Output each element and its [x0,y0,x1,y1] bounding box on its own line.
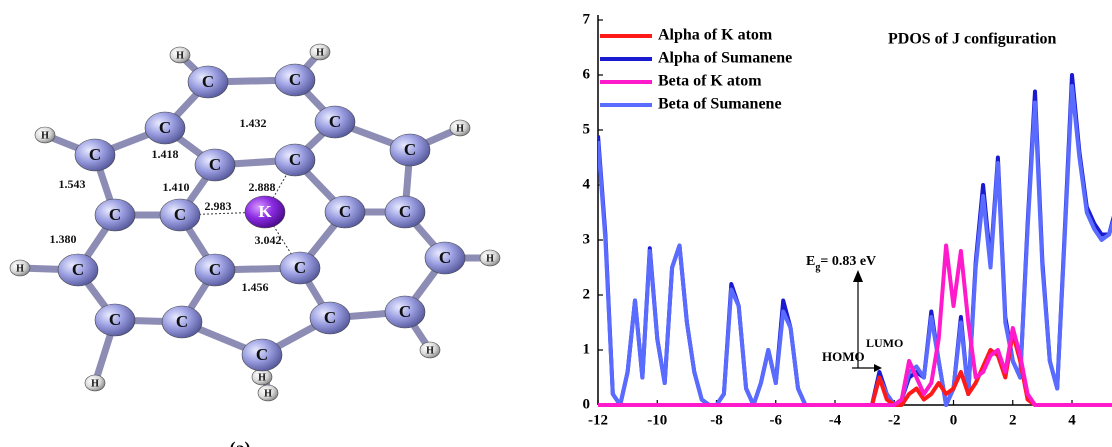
y-tick-label: 6 [583,66,591,82]
y-tick-label: 4 [583,176,591,192]
legend-label: Alpha of Sumanene [658,50,792,67]
gap-label: Eg= 0.83 eV [806,254,876,273]
atom-label: H [41,130,49,141]
y-tick-label: 7 [583,11,591,27]
x-tick-label: -6 [770,412,783,428]
bond-length: 1.380 [50,232,77,246]
atom-label: C [109,310,121,329]
atom-label: C [202,72,214,91]
atom-label: C [89,145,101,164]
pdos-line [598,334,1112,406]
atom-label: H [316,47,324,58]
gap-arrowhead [853,270,863,282]
bond-length: 1.432 [240,116,267,130]
x-tick-label: -2 [888,412,901,428]
bond-length: 1.543 [59,177,86,191]
y-tick-label: 5 [583,121,591,137]
pdos-line [598,246,1112,406]
legend-label: Beta of K atom [658,73,762,90]
x-tick-label: 0 [950,412,958,428]
legend-label: Beta of Sumanene [658,96,782,113]
atom-label: C [404,140,416,159]
x-tick-label: 2 [1009,412,1017,428]
x-tick-label: -4 [829,412,842,428]
y-tick-label: 1 [583,341,591,357]
x-tick-label: -10 [647,412,667,428]
atom-label: C [399,202,411,221]
atom-label: H [486,253,494,264]
chart-title: PDOS of J configuration [888,31,1057,48]
pdos-chart: 0 1 2 3 4 5 6 7 -12 -10 -8 -6 -4 -2 0 2 4 Alpha of K atom… [583,11,1112,428]
atom-label: H [258,372,266,383]
atom-label: H [456,123,464,134]
atom-label: H [91,378,99,389]
x-tick-label: -8 [710,412,723,428]
bond-length: 1.410 [163,180,190,194]
atom-label: C [256,345,268,364]
bond-length: 2.983 [205,199,232,213]
atom-label: H [176,50,184,61]
atom-label: C [339,202,351,221]
atom-label: C [176,312,188,331]
gap-label-part: = 0.83 eV [820,254,876,269]
atom-label: C [209,260,221,279]
bond-length: 3.042 [255,233,282,247]
y-tick-label: 3 [583,231,591,247]
atom-label: C [72,260,84,279]
gap-label-part: E [806,254,815,269]
atom-label: C [294,258,306,277]
atom-label: C [174,205,186,224]
atom-label: K [258,202,272,221]
y-tick-label: 2 [583,286,591,302]
x-tick-label: -12 [588,412,608,428]
atom-label: C [399,302,411,321]
atom-label: C [324,308,336,327]
x-tick-label: 4 [1068,412,1076,428]
atom-label: C [439,248,451,267]
y-tick-label: 0 [583,396,591,412]
bond-length: 1.456 [242,280,269,294]
atom-label: H [264,388,272,399]
lumo-label: LUMO [866,336,903,350]
bond-length: 2.888 [249,180,276,194]
atom-label: C [159,118,171,137]
atom-label: C [289,70,301,89]
legend-label: Alpha of K atom [658,27,773,44]
bond-length: 1.418 [152,147,179,161]
homo-label: HOMO [822,349,865,364]
figure: HHHHHHHHHHCCCCCCCCCCCCCCCCCCCCCK1.4181.4… [0,0,1112,447]
atom-label: C [289,150,301,169]
atom-label: H [426,345,434,356]
panel-label: (a) [230,438,251,447]
atom-label: C [109,205,121,224]
atom-label: C [209,155,221,174]
atom-label: H [16,263,24,274]
atom-label: C [329,112,341,131]
